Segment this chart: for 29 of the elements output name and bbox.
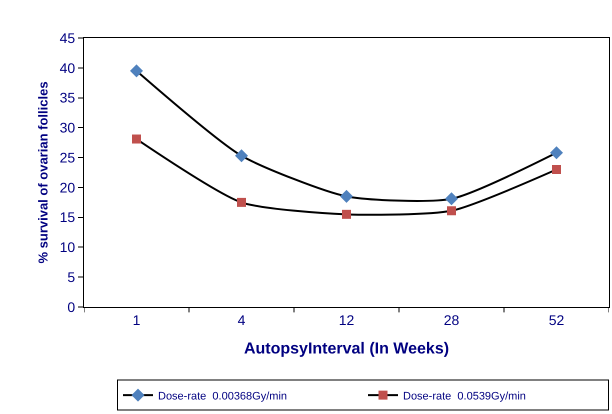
y-tick-label: 15 <box>60 209 76 226</box>
x-tick-label: 1 <box>132 312 141 328</box>
point <box>130 64 143 78</box>
x-tick-label: 52 <box>548 312 564 328</box>
x-tick-label: 4 <box>238 312 246 328</box>
y-tick-label: 20 <box>60 179 76 196</box>
point <box>342 210 351 219</box>
y-tick-label: 40 <box>60 60 76 76</box>
y-axis-title: % survival of ovarian follicles <box>36 81 51 264</box>
y-tick-label: 0 <box>67 298 76 315</box>
point <box>132 134 141 144</box>
legend-label: Dose-rate 0.0539Gy/min <box>403 390 526 402</box>
point <box>340 190 353 203</box>
point <box>235 149 248 162</box>
point <box>552 165 561 174</box>
y-tick-label: 10 <box>60 239 76 256</box>
legend-label: Dose-rate 0.00368Gy/min <box>158 390 288 402</box>
y-tick-label: 35 <box>60 90 76 106</box>
point <box>550 146 563 160</box>
point <box>445 192 458 206</box>
y-tick-label: 25 <box>60 149 76 166</box>
x-axis-title: AutopsyInterval (In Weeks) <box>244 340 450 358</box>
y-tick-label: 30 <box>60 120 76 136</box>
y-tick-label: 45 <box>60 30 76 46</box>
point <box>447 206 456 216</box>
x-tick-label: 28 <box>444 312 460 328</box>
x-tick-label: 12 <box>338 312 354 328</box>
y-tick-label: 5 <box>67 269 76 286</box>
point <box>237 198 246 207</box>
